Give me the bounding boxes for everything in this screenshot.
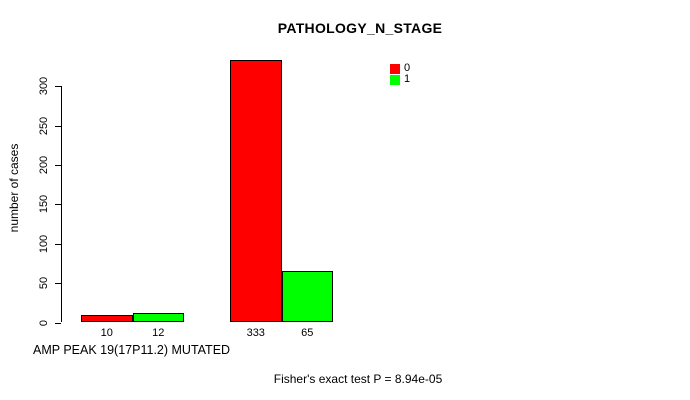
bar-value-label: 10 (100, 327, 113, 339)
bar-series-1-group-1 (132, 313, 184, 323)
y-axis-tick-label: 100 (38, 234, 50, 253)
y-axis-tick-label: 200 (38, 155, 50, 175)
y-axis-line (61, 86, 62, 323)
legend-swatch (390, 74, 400, 85)
y-axis-tick-label: 300 (38, 77, 50, 96)
y-axis-tick-label: 150 (38, 195, 50, 214)
y-axis-tick (55, 86, 61, 88)
legend-label: 1 (404, 72, 411, 85)
bar-value-label: 12 (152, 327, 165, 339)
y-axis-label: number of cases (7, 143, 21, 233)
footnote-fisher-test: Fisher's exact test P = 8.94e-05 (273, 372, 443, 386)
bar-series-0-group-1 (81, 314, 133, 323)
y-axis-tick-label: 250 (38, 116, 50, 135)
y-axis-tick (55, 125, 61, 127)
y-axis-tick (55, 165, 61, 167)
y-axis-tick (55, 204, 61, 206)
chart-title: PATHOLOGY_N_STAGE (277, 20, 443, 36)
legend-label: 0 (404, 62, 411, 74)
y-axis-tick (55, 322, 61, 324)
legend-swatch (390, 64, 400, 74)
bar-value-label: 333 (246, 327, 265, 339)
y-axis-tick-label: 0 (38, 319, 50, 326)
y-axis-tick (55, 283, 61, 285)
x-axis-label: AMP PEAK 19(17P11.2) MUTATED (33, 343, 231, 357)
bar-series-1-group-2 (281, 271, 333, 323)
bar-series-0-group-2 (230, 60, 282, 323)
y-axis-tick-label: 50 (38, 277, 50, 290)
y-axis-tick (55, 243, 61, 245)
bar-value-label: 65 (301, 327, 314, 339)
